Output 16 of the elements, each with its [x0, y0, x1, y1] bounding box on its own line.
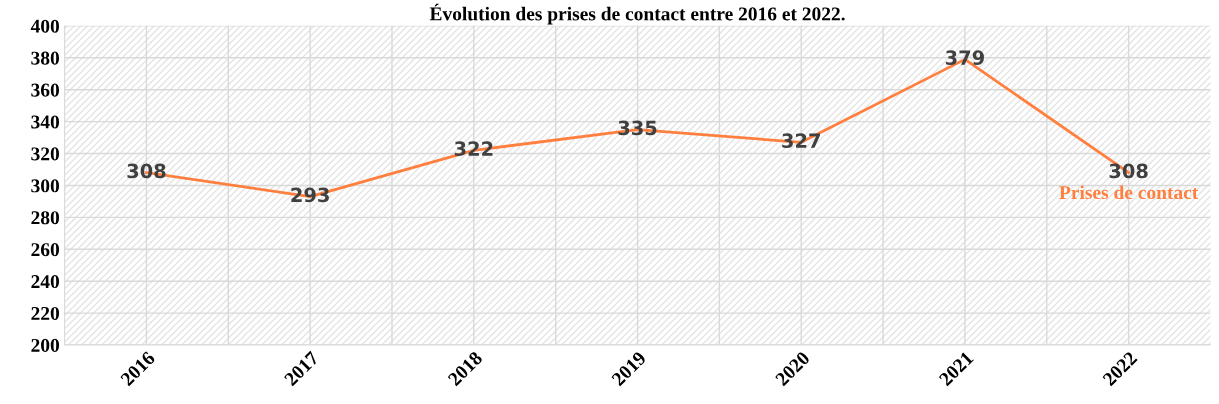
- data-label: 308: [1109, 163, 1148, 179]
- y-tick-label: 320: [31, 147, 59, 161]
- data-label: 379: [945, 50, 984, 66]
- y-tick-label: 260: [31, 243, 59, 257]
- y-tick-label: 280: [31, 211, 59, 225]
- y-tick-label: 240: [31, 275, 59, 289]
- y-tick-label: 400: [30, 19, 59, 33]
- y-tick-label: 200: [31, 338, 59, 352]
- data-label: 308: [127, 163, 166, 179]
- chart-title: Évolution des prises de contact entre 2016 et 2022.: [429, 3, 845, 25]
- y-tick-label: 300: [31, 179, 59, 193]
- y-tick-label: 340: [31, 115, 59, 129]
- y-tick-label: 360: [31, 83, 59, 97]
- y-tick-label: 380: [31, 51, 59, 65]
- series-label: Prises de contact: [1059, 185, 1199, 200]
- y-tick-label: 220: [31, 306, 59, 321]
